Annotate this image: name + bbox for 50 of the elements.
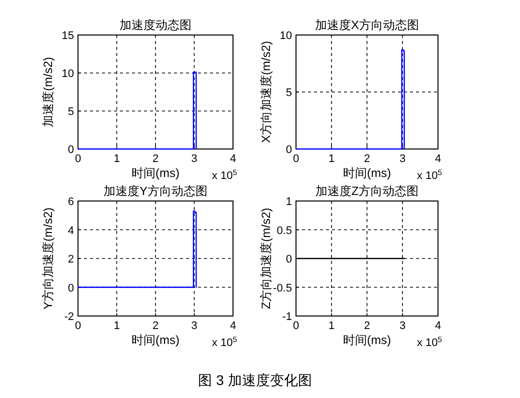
x-tick-label: 3 (191, 320, 198, 332)
chart-title: 加速度动态图 (120, 18, 192, 32)
x-tick-label: 4 (230, 153, 236, 165)
x-tick-label: 3 (399, 153, 406, 165)
y-tick-label: 10 (62, 68, 74, 80)
x-tick-label: 1 (328, 320, 335, 332)
y-tick-label: 10 (280, 30, 292, 42)
chart-title: 加速度Y方向动态图 (103, 184, 208, 198)
y-tick-label: 0 (68, 144, 74, 156)
text: x 10$^{5}$ (212, 168, 237, 182)
x-axis-title: 时间(ms) (343, 166, 391, 180)
text: x 10$^{5}$ (212, 334, 237, 349)
y-tick-label: 6 (68, 196, 74, 208)
x-tick-label: 1 (328, 153, 335, 165)
y-tick-label: 4 (68, 224, 74, 237)
y-tick-label: 5 (286, 87, 292, 99)
y-axis-title: Y方向加速度(m/s2) (41, 207, 55, 310)
x-tick-label: 1 (114, 153, 120, 165)
text: x 10$^{5}$ (416, 334, 442, 349)
x-tick-label: 2 (152, 320, 159, 332)
text: x 10$^{5}$ (416, 168, 442, 182)
y-tick-label: 2 (68, 254, 74, 266)
x-axis-title: 时间(ms) (132, 333, 180, 347)
y-axis-title: Z方向加速度(m/s2) (259, 208, 273, 310)
x-tick-label: 4 (434, 153, 442, 165)
y-tick-label: 0.5 (276, 224, 292, 237)
y-tick-label: 15 (62, 30, 74, 42)
x-tick-label: 3 (399, 320, 406, 332)
y-tick-label: -1 (282, 311, 292, 323)
chart-title: 加速度Z方向动态图 (315, 184, 419, 198)
x-tick-label: 3 (191, 153, 198, 165)
y-tick-label: 0 (286, 144, 292, 156)
y-tick-label: 0 (68, 282, 74, 294)
y-tick-label: -2 (64, 311, 74, 323)
y-tick-label: 0 (286, 254, 292, 266)
y-axis-title: 加速度(m/s2) (41, 57, 55, 127)
chart-title: 加速度X方向动态图 (314, 18, 420, 32)
x-axis-title: 时间(ms) (343, 333, 391, 347)
y-tick-label: 1 (286, 196, 292, 208)
y-axis-title: X方向加速度(m/s2) (259, 40, 273, 143)
caption: 图 3 加速度变化图 (198, 372, 312, 388)
x-tick-label: 1 (114, 320, 120, 332)
x-tick-label: 2 (364, 153, 370, 165)
y-tick-label: -0.5 (273, 282, 292, 294)
x-tick-label: 2 (364, 320, 370, 332)
x-axis-title: 时间(ms) (132, 166, 180, 180)
x-tick-label: 4 (230, 320, 236, 332)
x-tick-label: 4 (434, 320, 442, 332)
x-tick-label: 2 (152, 153, 159, 165)
y-tick-label: 5 (68, 106, 74, 118)
